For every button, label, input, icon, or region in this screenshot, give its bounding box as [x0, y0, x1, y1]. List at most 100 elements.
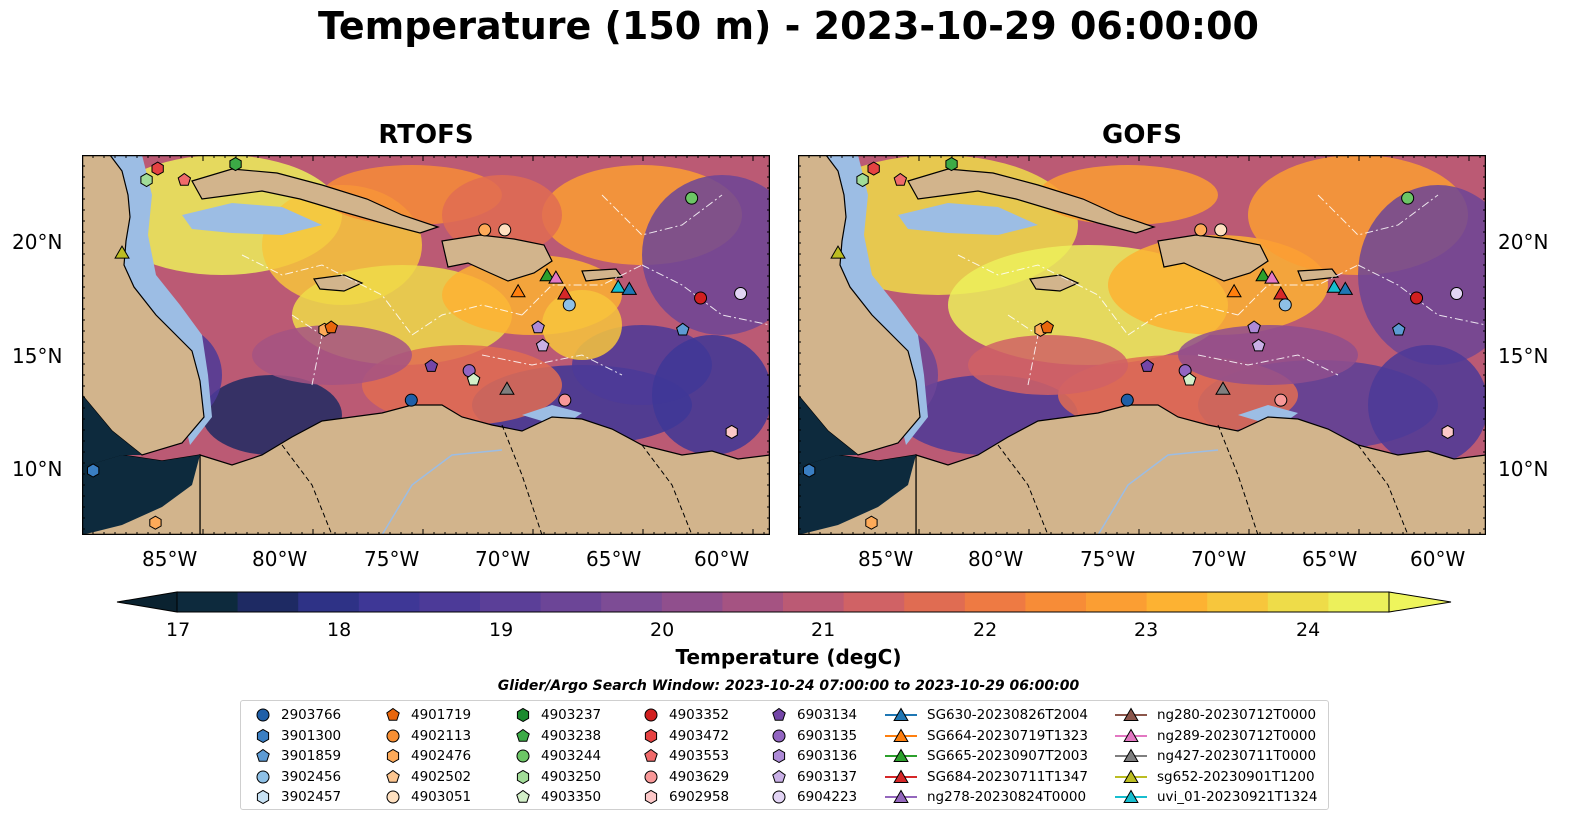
legend-label: ng427-20230711T0000	[1157, 748, 1317, 764]
pacific-deep	[798, 395, 858, 467]
glider-marker	[621, 281, 638, 295]
glider-marker	[1215, 381, 1231, 395]
legend-triangle	[893, 727, 909, 742]
legend-item: 4903244	[513, 746, 601, 766]
legend-shape	[772, 707, 786, 721]
legend-item: SG630-20230826T2004	[883, 705, 1088, 725]
lon-label-70-right: 70°W	[1191, 547, 1247, 571]
map-gofs	[798, 155, 1486, 535]
argo-float-marker	[424, 358, 439, 372]
country-border	[501, 424, 543, 535]
argo-float-marker	[1120, 393, 1134, 407]
land-mass	[915, 404, 1486, 535]
argo-float-marker	[149, 515, 162, 530]
river	[381, 449, 503, 535]
colorbar-label: Temperature (degC)	[675, 645, 902, 669]
argo-float-marker	[177, 172, 192, 186]
lon-label-85-right: 85°W	[858, 547, 914, 571]
argo-float-marker	[140, 172, 153, 188]
legend-item: 4903350	[513, 787, 601, 807]
legend-item: 4903352	[641, 705, 729, 725]
argo-float-marker	[1140, 358, 1155, 372]
lon-label-80-left: 80°W	[252, 547, 308, 571]
legend-item: 4903472	[641, 726, 729, 746]
argo-float-marker	[685, 191, 699, 205]
legend-circle	[644, 708, 658, 722]
eez-boundary	[601, 194, 723, 236]
legend-item: 3902457	[253, 787, 341, 807]
argo-float-marker	[531, 320, 545, 334]
legend-shape	[256, 748, 270, 762]
temperature-blob	[1358, 185, 1486, 365]
legend-label: ng289-20230712T0000	[1157, 727, 1317, 744]
glider-marker	[1273, 286, 1289, 300]
colorbar-segment	[843, 592, 905, 612]
lat-label-20: 20°N	[12, 230, 63, 254]
legend-marker-icon	[386, 769, 400, 783]
legend-label: 4903350	[541, 789, 602, 805]
legend-triangle	[893, 748, 909, 762]
legend-item: ng278-20230824T0000	[883, 787, 1086, 807]
legend-marker-icon	[885, 727, 917, 742]
eez-boundary	[411, 304, 523, 336]
legend-shape	[772, 769, 786, 783]
legend-marker-icon	[516, 769, 530, 784]
colorbar-segment	[540, 592, 602, 612]
legend-marker-icon	[256, 728, 270, 743]
colorbar-segment	[783, 592, 845, 612]
legend-marker-icon	[772, 769, 786, 783]
legend-item: 4903250	[513, 767, 601, 787]
legend-marker-icon	[885, 768, 917, 783]
lat-label-10: 10°N	[12, 457, 63, 481]
legend-item: ng280-20230712T0000	[1113, 705, 1316, 725]
legend-triangle	[1123, 789, 1139, 803]
legend-marker-icon	[516, 728, 530, 742]
colorbar-segment	[1328, 592, 1390, 612]
legend-triangle	[1123, 727, 1139, 742]
glider-marker	[1337, 281, 1354, 295]
legend-triangle	[1123, 768, 1139, 783]
glider-marker	[499, 381, 515, 395]
colorbar-segment	[1207, 592, 1269, 612]
colorbar-tick-23: 23	[1134, 619, 1159, 641]
legend-label: 3901859	[281, 748, 342, 764]
legend-marker-icon	[1115, 727, 1147, 742]
country-border	[281, 444, 333, 535]
argo-float-marker	[562, 298, 576, 312]
legend-triangle	[1123, 707, 1139, 721]
legend-label: 4903250	[541, 768, 602, 785]
map-frame	[82, 155, 770, 535]
legend-box: 2903766 3901300 3901859 3902456 3902457 49017…	[240, 700, 1329, 810]
eez-boundary	[521, 264, 643, 316]
legend-marker-icon	[644, 770, 658, 783]
lon-label-75-right: 75°W	[1080, 547, 1136, 571]
argo-float-marker	[324, 320, 338, 334]
lon-label-80-right: 80°W	[968, 547, 1024, 571]
legend-label: 4903553	[669, 748, 730, 764]
colorbar-segment	[1146, 592, 1208, 612]
legend-item: SG665-20230907T2003	[883, 746, 1088, 766]
argo-float-marker	[1214, 223, 1228, 237]
land-mass	[1157, 234, 1269, 282]
map-rtofs	[82, 155, 770, 535]
legend-label: 4903472	[669, 727, 730, 744]
lon-label-85-left: 85°W	[142, 547, 198, 571]
land-mass	[907, 168, 1156, 234]
legend-item: ng427-20230711T0000	[1113, 746, 1316, 766]
argo-float-marker	[1274, 393, 1288, 407]
legend-shape	[516, 728, 530, 742]
legend-marker-icon	[644, 789, 658, 805]
argo-float-marker	[151, 161, 164, 176]
legend-item: 3901300	[253, 726, 341, 746]
legend-label: 6902958	[669, 789, 730, 805]
colorbar-segment	[177, 592, 239, 612]
legend-label: 4901719	[411, 707, 472, 723]
glider-marker	[830, 245, 846, 259]
legend-marker-icon	[1115, 748, 1147, 762]
legend-label: 6903137	[797, 768, 858, 785]
legend-label: uvi_01-20230921T1324	[1157, 789, 1318, 805]
legend-marker-icon	[772, 729, 786, 742]
legend-item: 3902456	[253, 767, 341, 787]
colorbar-segment	[661, 592, 723, 612]
argo-float-marker	[1392, 322, 1406, 336]
